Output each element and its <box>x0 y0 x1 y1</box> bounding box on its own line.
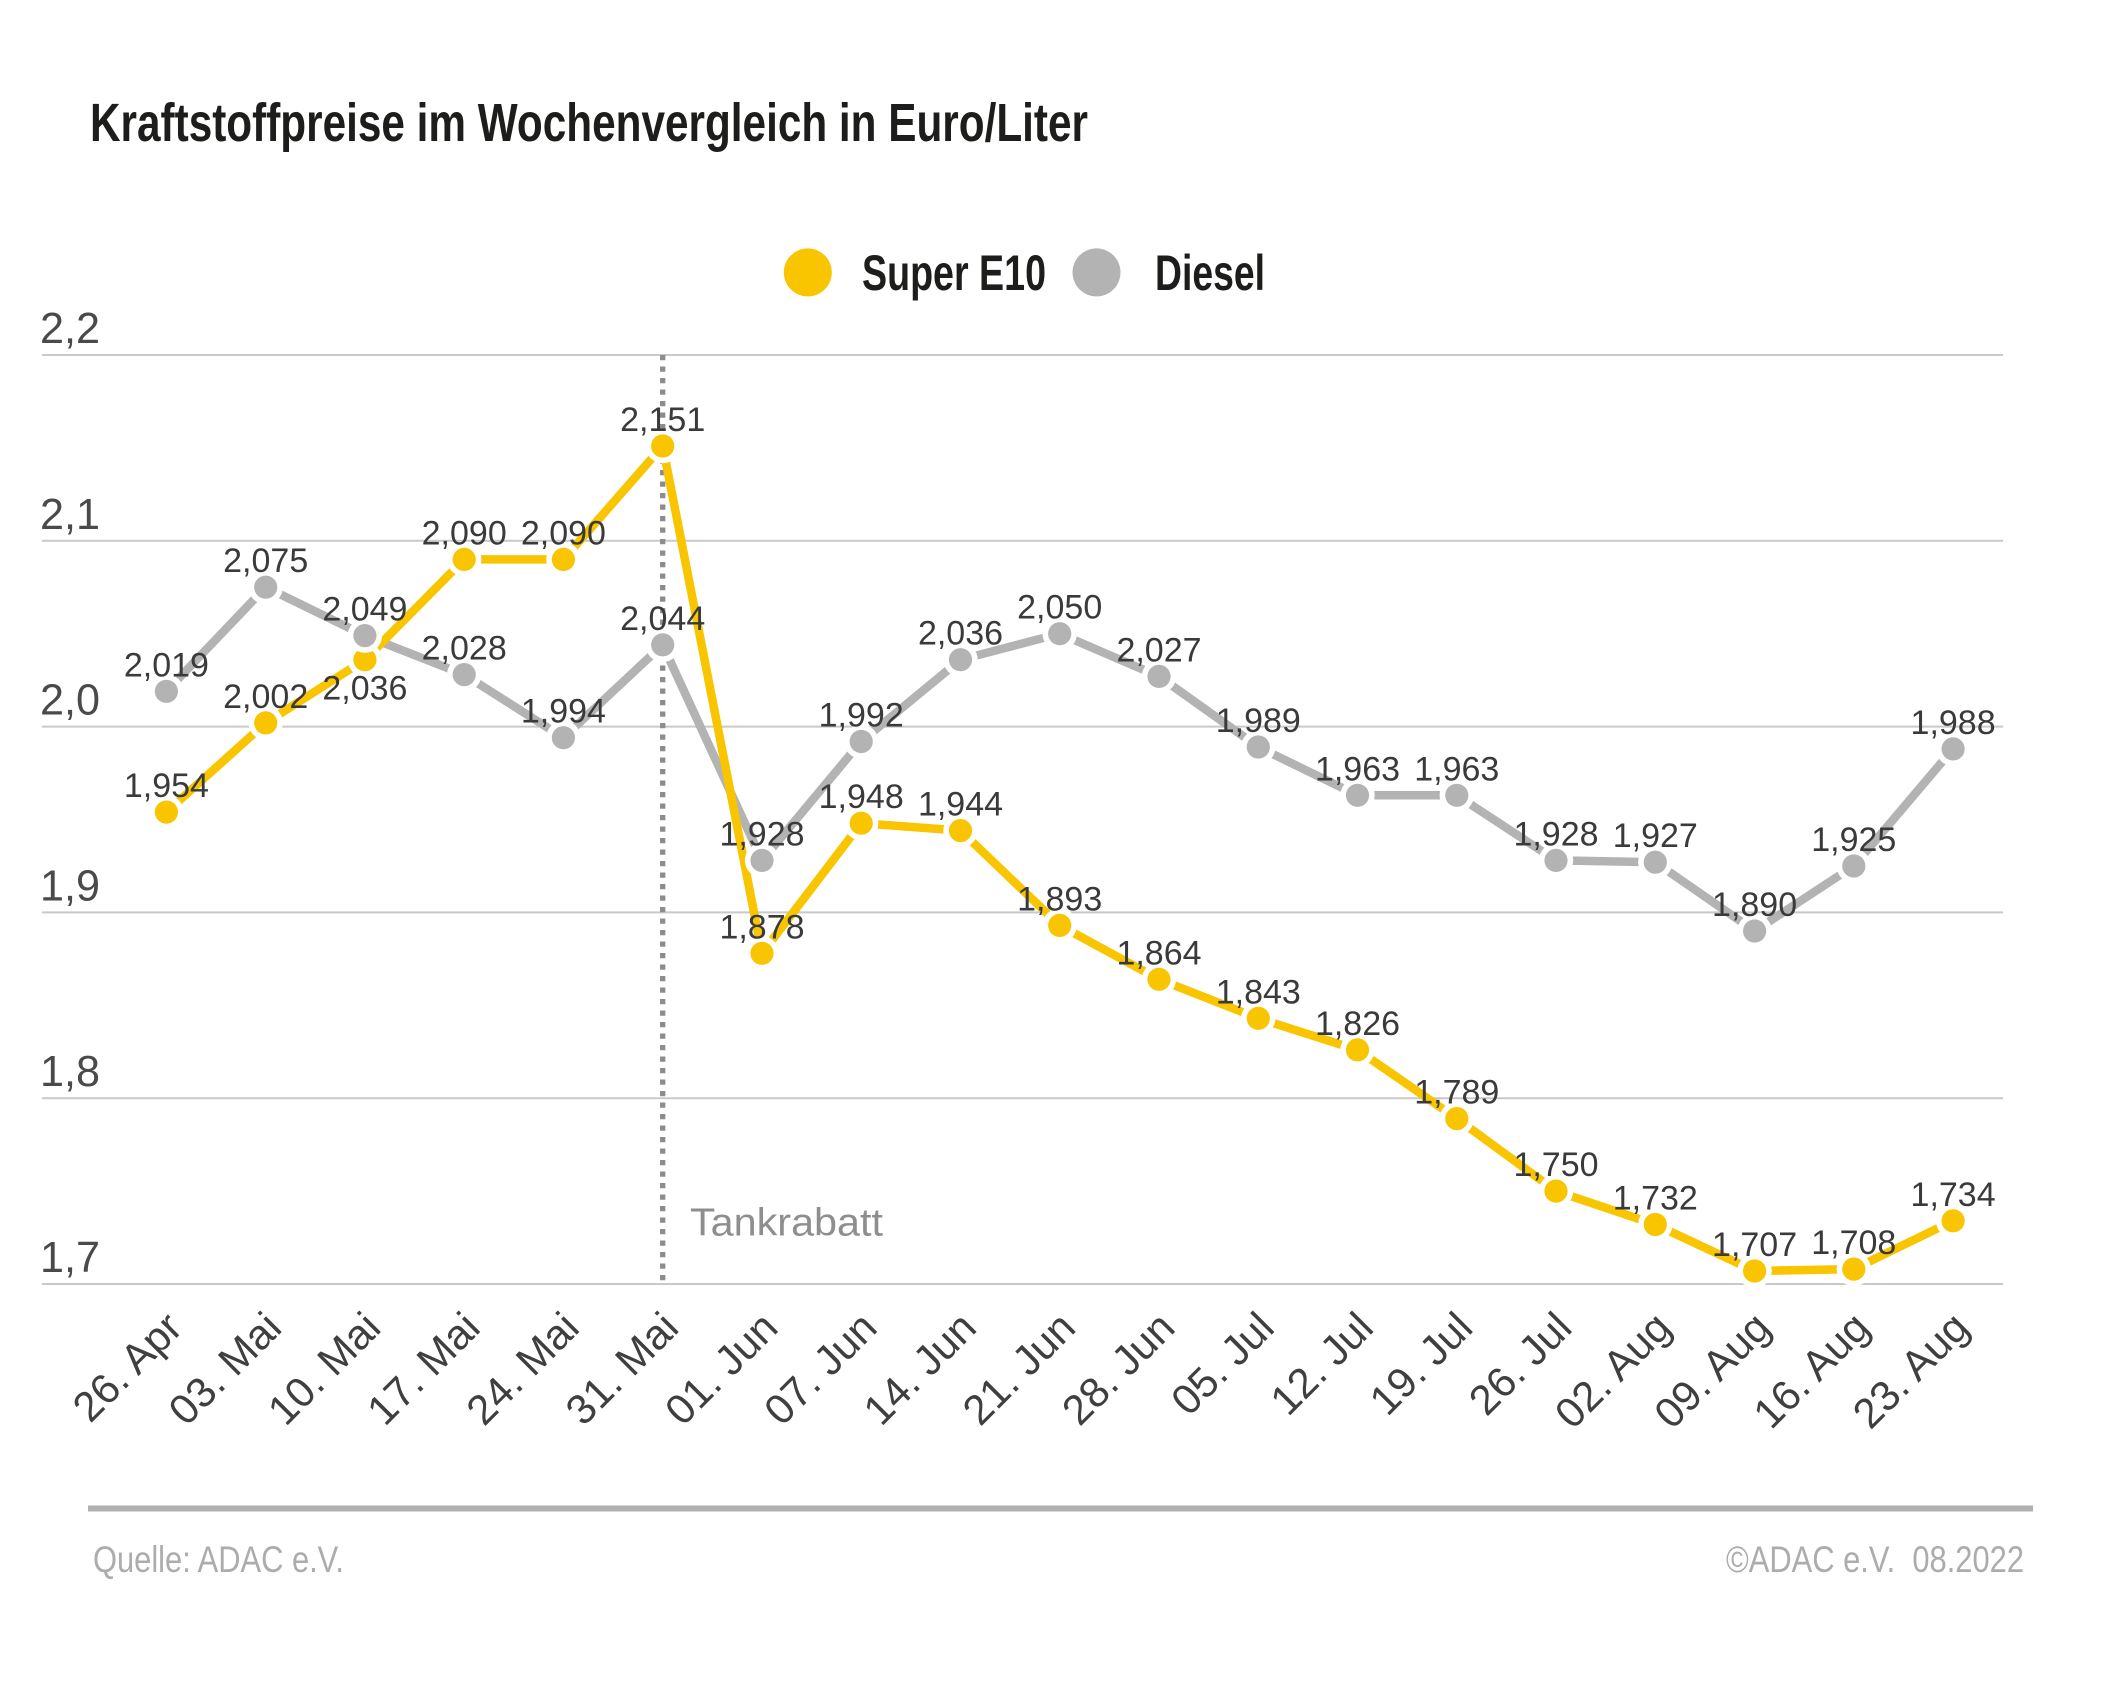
svg-text:1,928: 1,928 <box>1513 815 1598 853</box>
svg-text:2,028: 2,028 <box>422 630 507 668</box>
svg-text:2,027: 2,027 <box>1116 631 1201 669</box>
svg-text:2,1: 2,1 <box>40 491 100 539</box>
svg-text:1,7: 1,7 <box>40 1234 100 1282</box>
svg-text:1,8: 1,8 <box>40 1048 100 1096</box>
svg-text:1,707: 1,707 <box>1712 1226 1797 1264</box>
svg-text:1,954: 1,954 <box>124 767 209 805</box>
svg-text:2,036: 2,036 <box>322 670 407 708</box>
svg-text:1,708: 1,708 <box>1811 1224 1896 1262</box>
svg-text:2,090: 2,090 <box>521 514 606 552</box>
svg-text:2,036: 2,036 <box>918 615 1003 653</box>
svg-text:1,890: 1,890 <box>1712 886 1797 924</box>
svg-text:2,075: 2,075 <box>223 542 308 580</box>
svg-text:©ADAC e.V. 08.2022: ©ADAC e.V. 08.2022 <box>1726 1539 2024 1580</box>
svg-text:2,044: 2,044 <box>620 600 705 638</box>
svg-text:1,927: 1,927 <box>1613 817 1698 855</box>
svg-text:1,925: 1,925 <box>1811 821 1896 859</box>
svg-text:Tankrabatt: Tankrabatt <box>690 1202 883 1245</box>
svg-text:Super E10: Super E10 <box>862 245 1046 301</box>
svg-text:1,928: 1,928 <box>719 815 804 853</box>
svg-text:1,992: 1,992 <box>819 697 904 735</box>
svg-text:1,944: 1,944 <box>918 786 1003 824</box>
svg-text:1,893: 1,893 <box>1017 880 1102 918</box>
svg-text:2,151: 2,151 <box>620 401 705 439</box>
svg-text:1,963: 1,963 <box>1315 750 1400 788</box>
svg-text:2,2: 2,2 <box>40 305 100 353</box>
svg-text:1,750: 1,750 <box>1513 1146 1598 1184</box>
svg-text:Kraftstoffpreise im Wochenverg: Kraftstoffpreise im Wochenvergleich in E… <box>90 93 1088 153</box>
svg-text:1,994: 1,994 <box>521 693 606 731</box>
svg-text:1,9: 1,9 <box>40 862 100 910</box>
svg-text:1,734: 1,734 <box>1911 1176 1996 1214</box>
svg-text:1,988: 1,988 <box>1911 704 1996 742</box>
svg-text:2,019: 2,019 <box>124 646 209 684</box>
svg-text:2,050: 2,050 <box>1017 589 1102 627</box>
svg-text:1,843: 1,843 <box>1216 973 1301 1011</box>
svg-text:2,049: 2,049 <box>322 591 407 629</box>
svg-text:1,948: 1,948 <box>819 778 904 816</box>
svg-text:1,732: 1,732 <box>1613 1180 1698 1218</box>
svg-text:2,0: 2,0 <box>40 677 100 725</box>
svg-text:1,878: 1,878 <box>719 908 804 946</box>
svg-text:1,963: 1,963 <box>1414 750 1499 788</box>
svg-text:Diesel: Diesel <box>1155 245 1265 301</box>
svg-text:1,864: 1,864 <box>1116 934 1201 972</box>
svg-text:Quelle: ADAC e.V.: Quelle: ADAC e.V. <box>93 1539 344 1580</box>
svg-text:1,789: 1,789 <box>1414 1074 1499 1112</box>
svg-text:1,826: 1,826 <box>1315 1005 1400 1043</box>
svg-text:1,989: 1,989 <box>1216 702 1301 740</box>
svg-text:2,090: 2,090 <box>422 514 507 552</box>
svg-text:2,002: 2,002 <box>223 678 308 716</box>
